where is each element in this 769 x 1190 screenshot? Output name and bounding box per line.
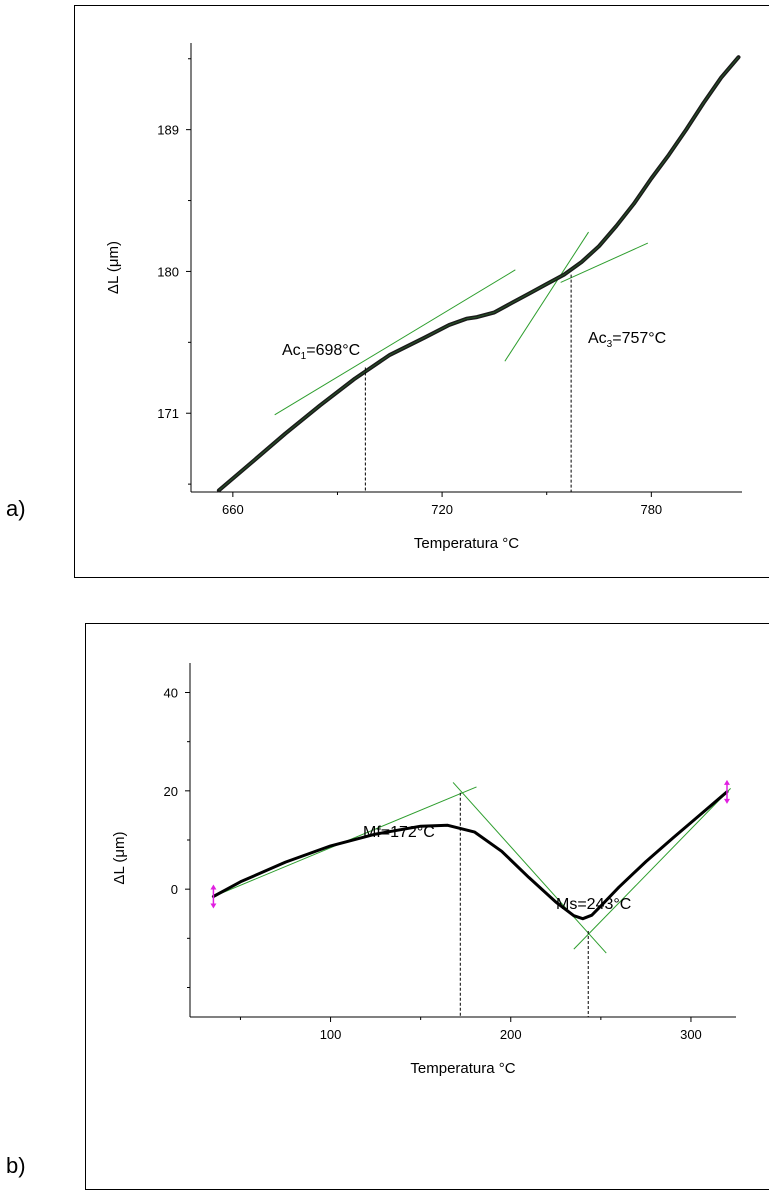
panel-a-frame bbox=[74, 5, 769, 578]
panel-a-label: a) bbox=[6, 496, 26, 521]
y-tick-label: 20 bbox=[164, 784, 178, 799]
tangent-line bbox=[274, 269, 516, 416]
tangent-line bbox=[452, 782, 607, 954]
marker-label: Mf=172°C bbox=[363, 824, 435, 841]
x-tick-label: 780 bbox=[640, 502, 662, 517]
y-axis-title: ΔL (μm) bbox=[111, 831, 128, 884]
y-tick-label: 0 bbox=[171, 882, 178, 897]
x-tick-label: 200 bbox=[500, 1027, 522, 1042]
data-series-line bbox=[211, 790, 729, 921]
data-series-overlay bbox=[218, 56, 739, 491]
y-tick-label: 189 bbox=[157, 123, 179, 138]
marker-label: Ac3=757°C bbox=[588, 330, 666, 350]
y-axis-title: ΔL (μm) bbox=[105, 241, 122, 294]
x-tick-label: 300 bbox=[680, 1027, 702, 1042]
marker-label: Ms=243°C bbox=[556, 896, 631, 913]
tangent-line bbox=[560, 242, 649, 283]
x-tick-label: 660 bbox=[222, 502, 244, 517]
end-marker-arrows bbox=[723, 779, 730, 804]
x-axis-title: Temperatura °C bbox=[410, 1060, 515, 1077]
end-marker-arrows bbox=[210, 884, 217, 909]
data-series-line bbox=[216, 55, 741, 493]
x-tick-label: 720 bbox=[431, 502, 453, 517]
tangent-line bbox=[504, 231, 589, 362]
x-tick-label: 100 bbox=[320, 1027, 342, 1042]
y-tick-label: 40 bbox=[164, 686, 178, 701]
marker-label: Ac1=698°C bbox=[282, 342, 360, 362]
tangent-line bbox=[573, 788, 731, 950]
y-tick-label: 180 bbox=[157, 264, 179, 279]
y-tick-label: 171 bbox=[157, 406, 179, 421]
chart-a: 660 720 780 171 180 189 Temperatura °C ΔL (μm) A… bbox=[105, 43, 742, 552]
panel-b-label: b) bbox=[6, 1153, 26, 1178]
chart-b: 100 200 300 0 20 40 Temperatura °C ΔL (μm) Mf=17… bbox=[111, 663, 736, 1077]
x-axis-title: Temperatura °C bbox=[414, 535, 519, 552]
